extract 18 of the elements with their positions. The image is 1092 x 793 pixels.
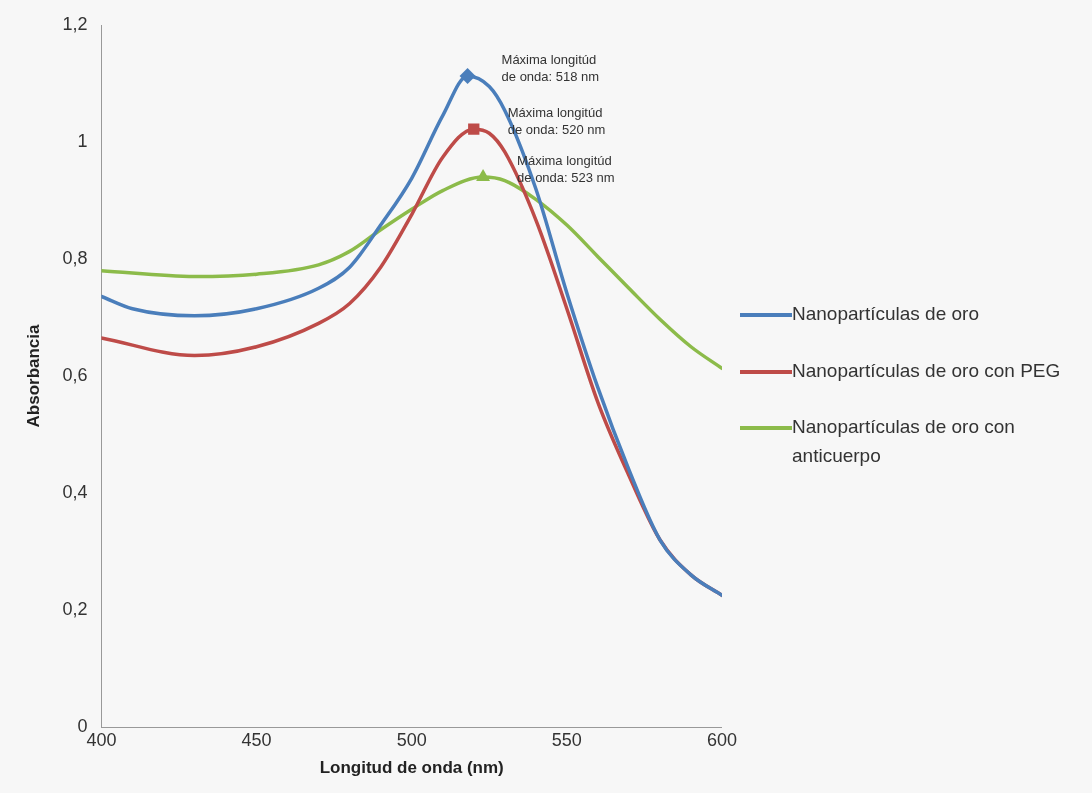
x-tick-label: 400 <box>86 729 117 750</box>
y-tick-label: 1 <box>77 130 88 151</box>
legend-label: Nanopartículas de oro con PEG <box>792 358 1061 383</box>
x-tick-label: 600 <box>706 729 738 750</box>
y-tick-label: 1,2 <box>62 13 88 34</box>
y-tick-label: 0,2 <box>62 598 88 619</box>
legend-label: Nanopartículas de oro <box>792 302 979 326</box>
x-tick-label: 550 <box>551 729 582 750</box>
x-tick-label: 450 <box>241 729 272 750</box>
y-tick-label: 0,8 <box>62 247 88 268</box>
annotation: Máxima longitúd de onda: 518 nm <box>501 51 600 84</box>
y-tick-label: 0 <box>77 715 88 736</box>
x-tick-label: 500 <box>396 729 427 750</box>
y-axis-title: Absorbancia <box>23 323 43 428</box>
y-tick-label: 0,4 <box>62 481 88 502</box>
legend-label: Nanopartículas de oro con anticuerpo <box>792 415 1016 468</box>
x-axis-title: Longitud de onda (nm) <box>319 758 504 778</box>
y-tick-label: 0,6 <box>62 364 88 385</box>
